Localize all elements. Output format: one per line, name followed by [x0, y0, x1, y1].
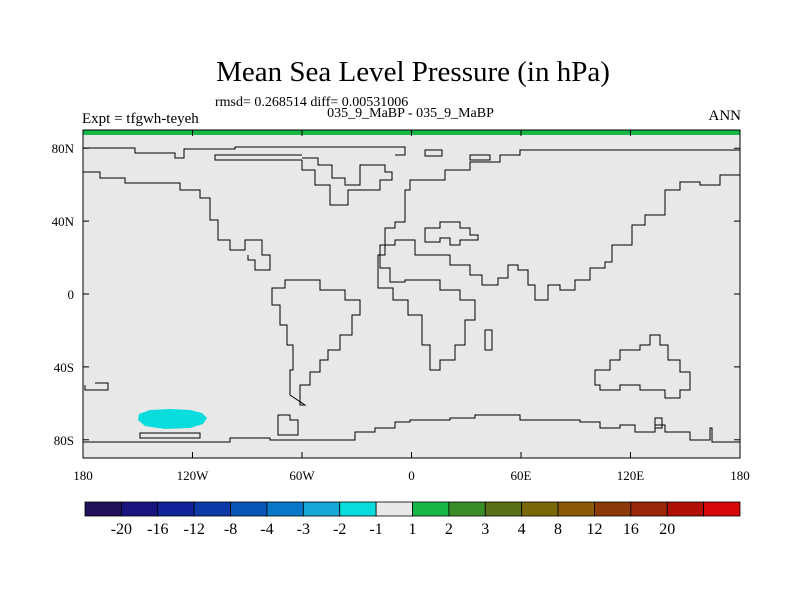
colorbar-label: 2	[445, 521, 453, 538]
colorbar-swatch	[703, 501, 741, 517]
y-tick-label: 80S	[54, 433, 74, 448]
colorbar-label: -2	[333, 521, 346, 538]
colorbar-swatch	[484, 501, 523, 517]
experiment-title: 035_9_MaBP - 035_9_MaBP	[327, 106, 494, 121]
coastline-australia	[594, 334, 691, 399]
coastline-svalbard	[469, 154, 491, 161]
colorbar-swatch	[412, 501, 450, 517]
colorbar-label: -16	[147, 521, 168, 538]
y-tick-label: 40N	[52, 214, 75, 229]
colorbar-label: 8	[554, 521, 562, 538]
colorbar: -20 -16 -12 -8 -4 -3 -2 -1 1 2 3 4 8 12 16 20	[84, 501, 741, 538]
coastline-eurasia-north	[377, 149, 741, 371]
colorbar-swatch	[84, 501, 122, 517]
colorbar-label: -12	[184, 521, 205, 538]
colorbar-swatch	[557, 501, 595, 517]
map-background	[83, 130, 740, 458]
field-anomaly-south-pacific	[138, 409, 207, 429]
coastlines	[83, 146, 741, 443]
colorbar-label: 12	[586, 521, 602, 538]
colorbar-swatch	[339, 501, 377, 517]
chart-title: Mean Sea Level Pressure (in hPa)	[216, 56, 610, 88]
stats-text: rmsd= 0.268514 diff= 0.00531006	[215, 95, 409, 110]
coastline-south-pacific-island	[84, 382, 109, 391]
colorbar-swatch	[666, 501, 705, 517]
coastline-arctic-north-america	[83, 146, 406, 159]
colorbar-label: -1	[369, 521, 382, 538]
colorbar-swatch	[521, 501, 559, 517]
x-tick-label: 120W	[177, 468, 210, 483]
x-tick-label: 60W	[289, 468, 315, 483]
map-plot-area	[82, 129, 741, 459]
colorbar-swatch	[630, 501, 668, 517]
colorbar-label: 1	[409, 521, 417, 538]
colorbar-label: 3	[481, 521, 489, 538]
x-tick-label: 120E	[617, 468, 645, 483]
colorbar-swatch	[157, 501, 195, 517]
coastline-ross-shelf	[139, 432, 201, 439]
x-tick-label: 180	[73, 468, 93, 483]
coastline-madagascar	[484, 329, 493, 351]
y-tick-label: 40S	[54, 360, 74, 375]
colorbar-label: -4	[260, 521, 273, 538]
coastline-antarctica	[83, 414, 740, 443]
colorbar-swatch	[120, 501, 159, 517]
colorbar-swatch	[375, 501, 413, 517]
y-tick-label: 80N	[52, 141, 75, 156]
colorbar-label: -20	[111, 521, 132, 538]
x-tick-label: 0	[408, 468, 415, 483]
colorbar-label: -3	[297, 521, 310, 538]
colorbar-label: 4	[518, 521, 526, 538]
y-axis: 80N 40N 0 40S 80S	[52, 141, 740, 448]
colorbar-swatch	[448, 501, 486, 517]
season-label: ANN	[708, 108, 742, 124]
coastline-greenland-island	[424, 149, 443, 157]
colorbar-swatch	[230, 501, 268, 517]
x-tick-label: 180	[730, 468, 750, 483]
y-tick-label: 0	[68, 287, 75, 302]
colorbar-swatch	[193, 501, 231, 517]
coastline-americas-west	[83, 171, 271, 271]
colorbar-swatch	[302, 501, 341, 517]
experiment-label: Expt = tfgwh-teyeh	[82, 111, 199, 127]
coastline-south-america	[271, 279, 361, 406]
colorbar-label: 16	[623, 521, 639, 538]
colorbar-label: 20	[659, 521, 675, 538]
colorbar-label: -8	[224, 521, 237, 538]
x-axis: 180 120W 60W 0 60E 120E 180	[73, 130, 750, 483]
colorbar-swatch	[594, 501, 632, 517]
colorbar-swatch	[266, 501, 304, 517]
x-tick-label: 60E	[511, 468, 532, 483]
coastline-antarctic-peninsula	[277, 414, 299, 436]
coastline-mediterranean	[424, 221, 479, 246]
coastline-hudson-bay	[214, 154, 393, 206]
